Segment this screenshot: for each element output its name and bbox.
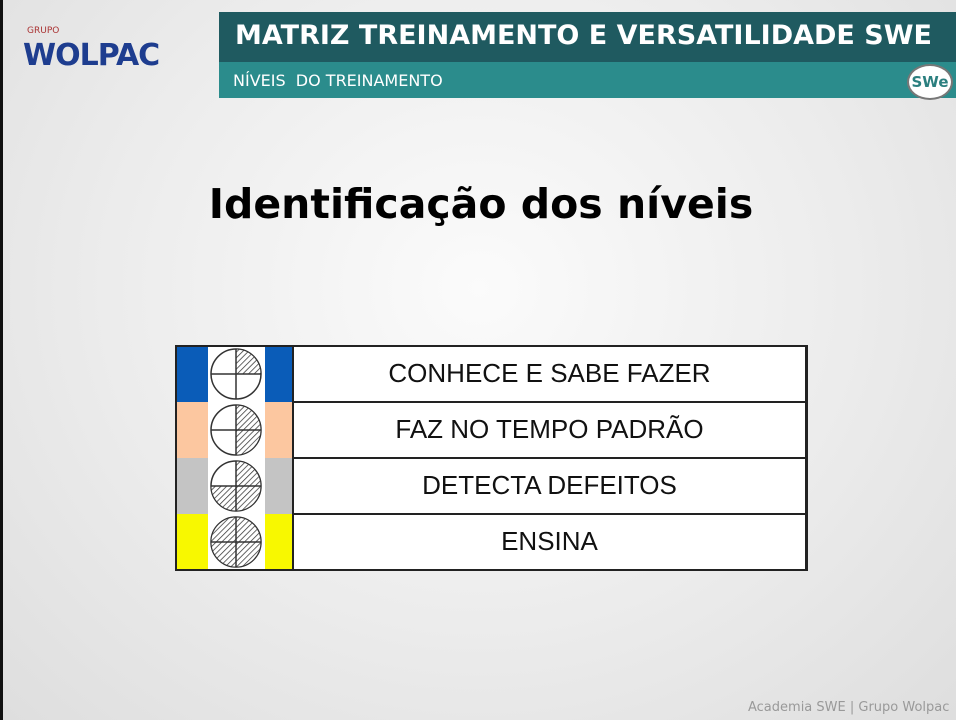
- level-label: FAZ NO TEMPO PADRÃO: [395, 414, 703, 444]
- level-cell: [292, 513, 807, 571]
- level-quadrant: [235, 485, 262, 512]
- title: MATRIZ TREINAMENTO E VERSATILIDADE SWE: [219, 12, 956, 62]
- badge: SWe: [907, 64, 953, 100]
- level-quadrant: [235, 460, 262, 487]
- level-quadrant: [235, 541, 262, 568]
- level-quadrant: [210, 516, 237, 543]
- logo-small: GRUPO: [27, 26, 60, 36]
- level-quadrant: [210, 541, 237, 568]
- table-border: [175, 345, 808, 571]
- level-quadrant: [235, 516, 262, 543]
- footer: Academia SWE | Grupo Wolpac: [748, 700, 950, 715]
- level-label: CONHECE E SABE FAZER: [388, 358, 710, 388]
- level-label: ENSINA: [501, 526, 598, 556]
- level-quadrant: [210, 485, 237, 512]
- heading: Identificação dos níveis: [208, 180, 754, 228]
- level-quadrant: [235, 429, 262, 456]
- logo: WOLPAC: [23, 38, 160, 73]
- level-quadrant: [235, 404, 262, 431]
- level-cell: [292, 401, 807, 459]
- level-quadrant: [235, 348, 262, 375]
- subtitle: NÍVEIS DO TREINAMENTO: [219, 62, 956, 98]
- level-label: DETECTA DEFEITOS: [422, 470, 677, 500]
- levels-table: CONHECE E SABE FAZER FAZ NO TEMPO PADRÃO D…: [175, 345, 808, 571]
- level-cell: [292, 457, 807, 515]
